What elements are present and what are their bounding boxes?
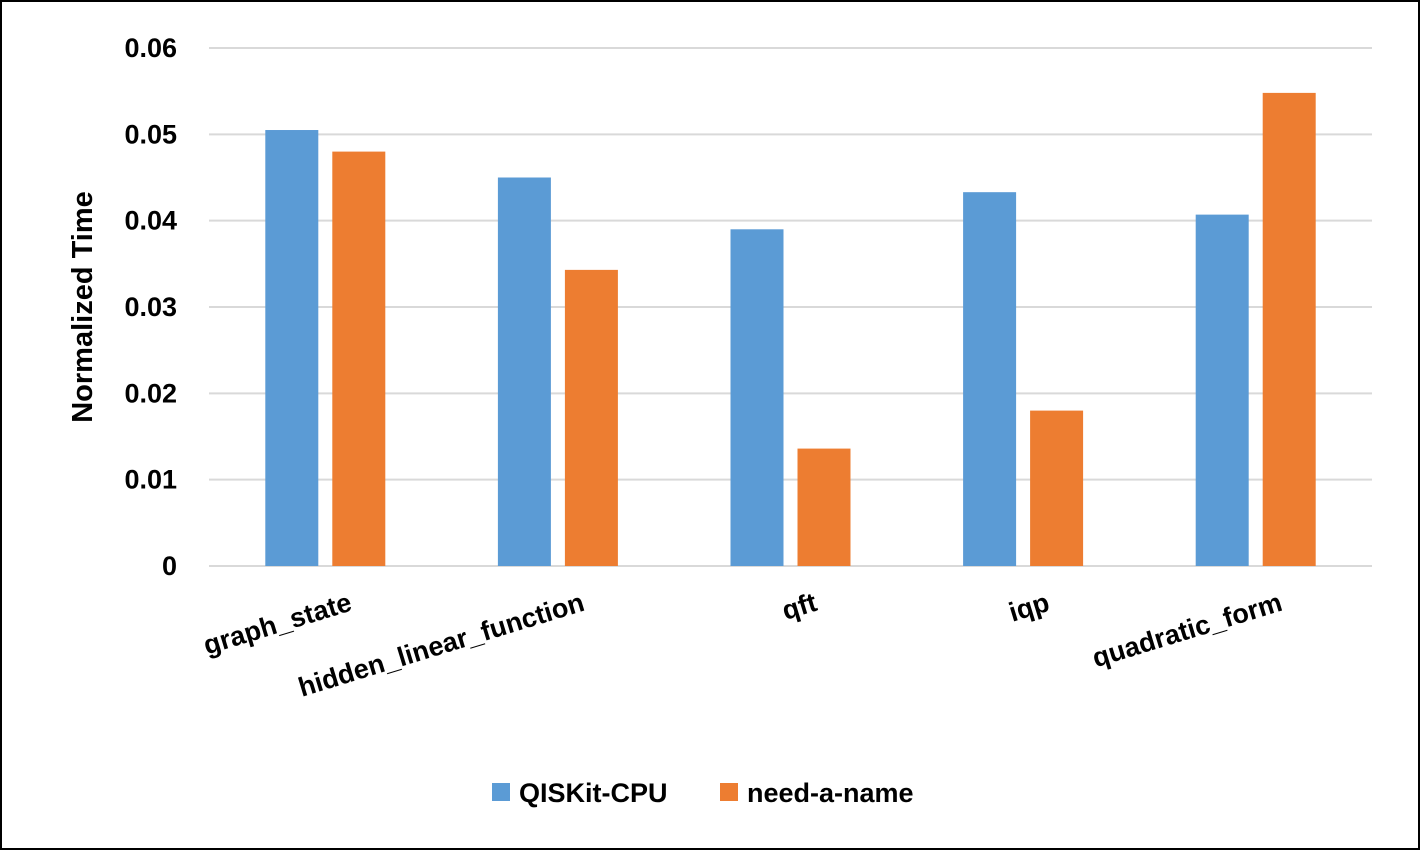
gridlines (209, 47, 1372, 567)
y-axis-ticks: 0 0.01 0.02 0.03 0.04 0.05 0.06 (124, 33, 177, 581)
x-category-label: graph_state (200, 587, 355, 660)
y-tick-label: 0.04 (124, 206, 177, 236)
legend-swatch (720, 783, 738, 801)
bar-iqp-need-a-name (1030, 410, 1084, 566)
x-category-label: iqp (1005, 587, 1053, 628)
bar-graph_state-need-a-name (332, 151, 386, 566)
bar-qft-need-a-name (797, 448, 851, 566)
bar-iqp-QISKit-CPU (963, 192, 1017, 566)
bar-graph_state-QISKit-CPU (265, 130, 319, 566)
legend: QISKit-CPU need-a-name (492, 778, 914, 808)
y-axis-title: Normalized Time (67, 191, 99, 423)
x-category-label: qft (779, 587, 821, 626)
bar-quadratic_form-need-a-name (1262, 92, 1316, 566)
y-tick-label: 0 (162, 551, 177, 581)
bar-quadratic_form-QISKit-CPU (1195, 214, 1249, 566)
bars (265, 92, 1316, 567)
legend-label: need-a-name (747, 778, 914, 808)
bar-hidden_linear_function-need-a-name (564, 269, 618, 566)
y-tick-label: 0.03 (124, 292, 177, 322)
y-tick-label: 0.01 (124, 465, 177, 495)
legend-label: QISKit-CPU (519, 778, 668, 808)
x-category-label: quadratic_form (1089, 587, 1286, 673)
bar-qft-QISKit-CPU (730, 229, 784, 567)
y-tick-label: 0.05 (124, 119, 177, 149)
y-tick-label: 0.06 (124, 33, 177, 63)
legend-swatch (492, 783, 510, 801)
bar-hidden_linear_function-QISKit-CPU (497, 177, 551, 566)
y-tick-label: 0.02 (124, 378, 177, 408)
